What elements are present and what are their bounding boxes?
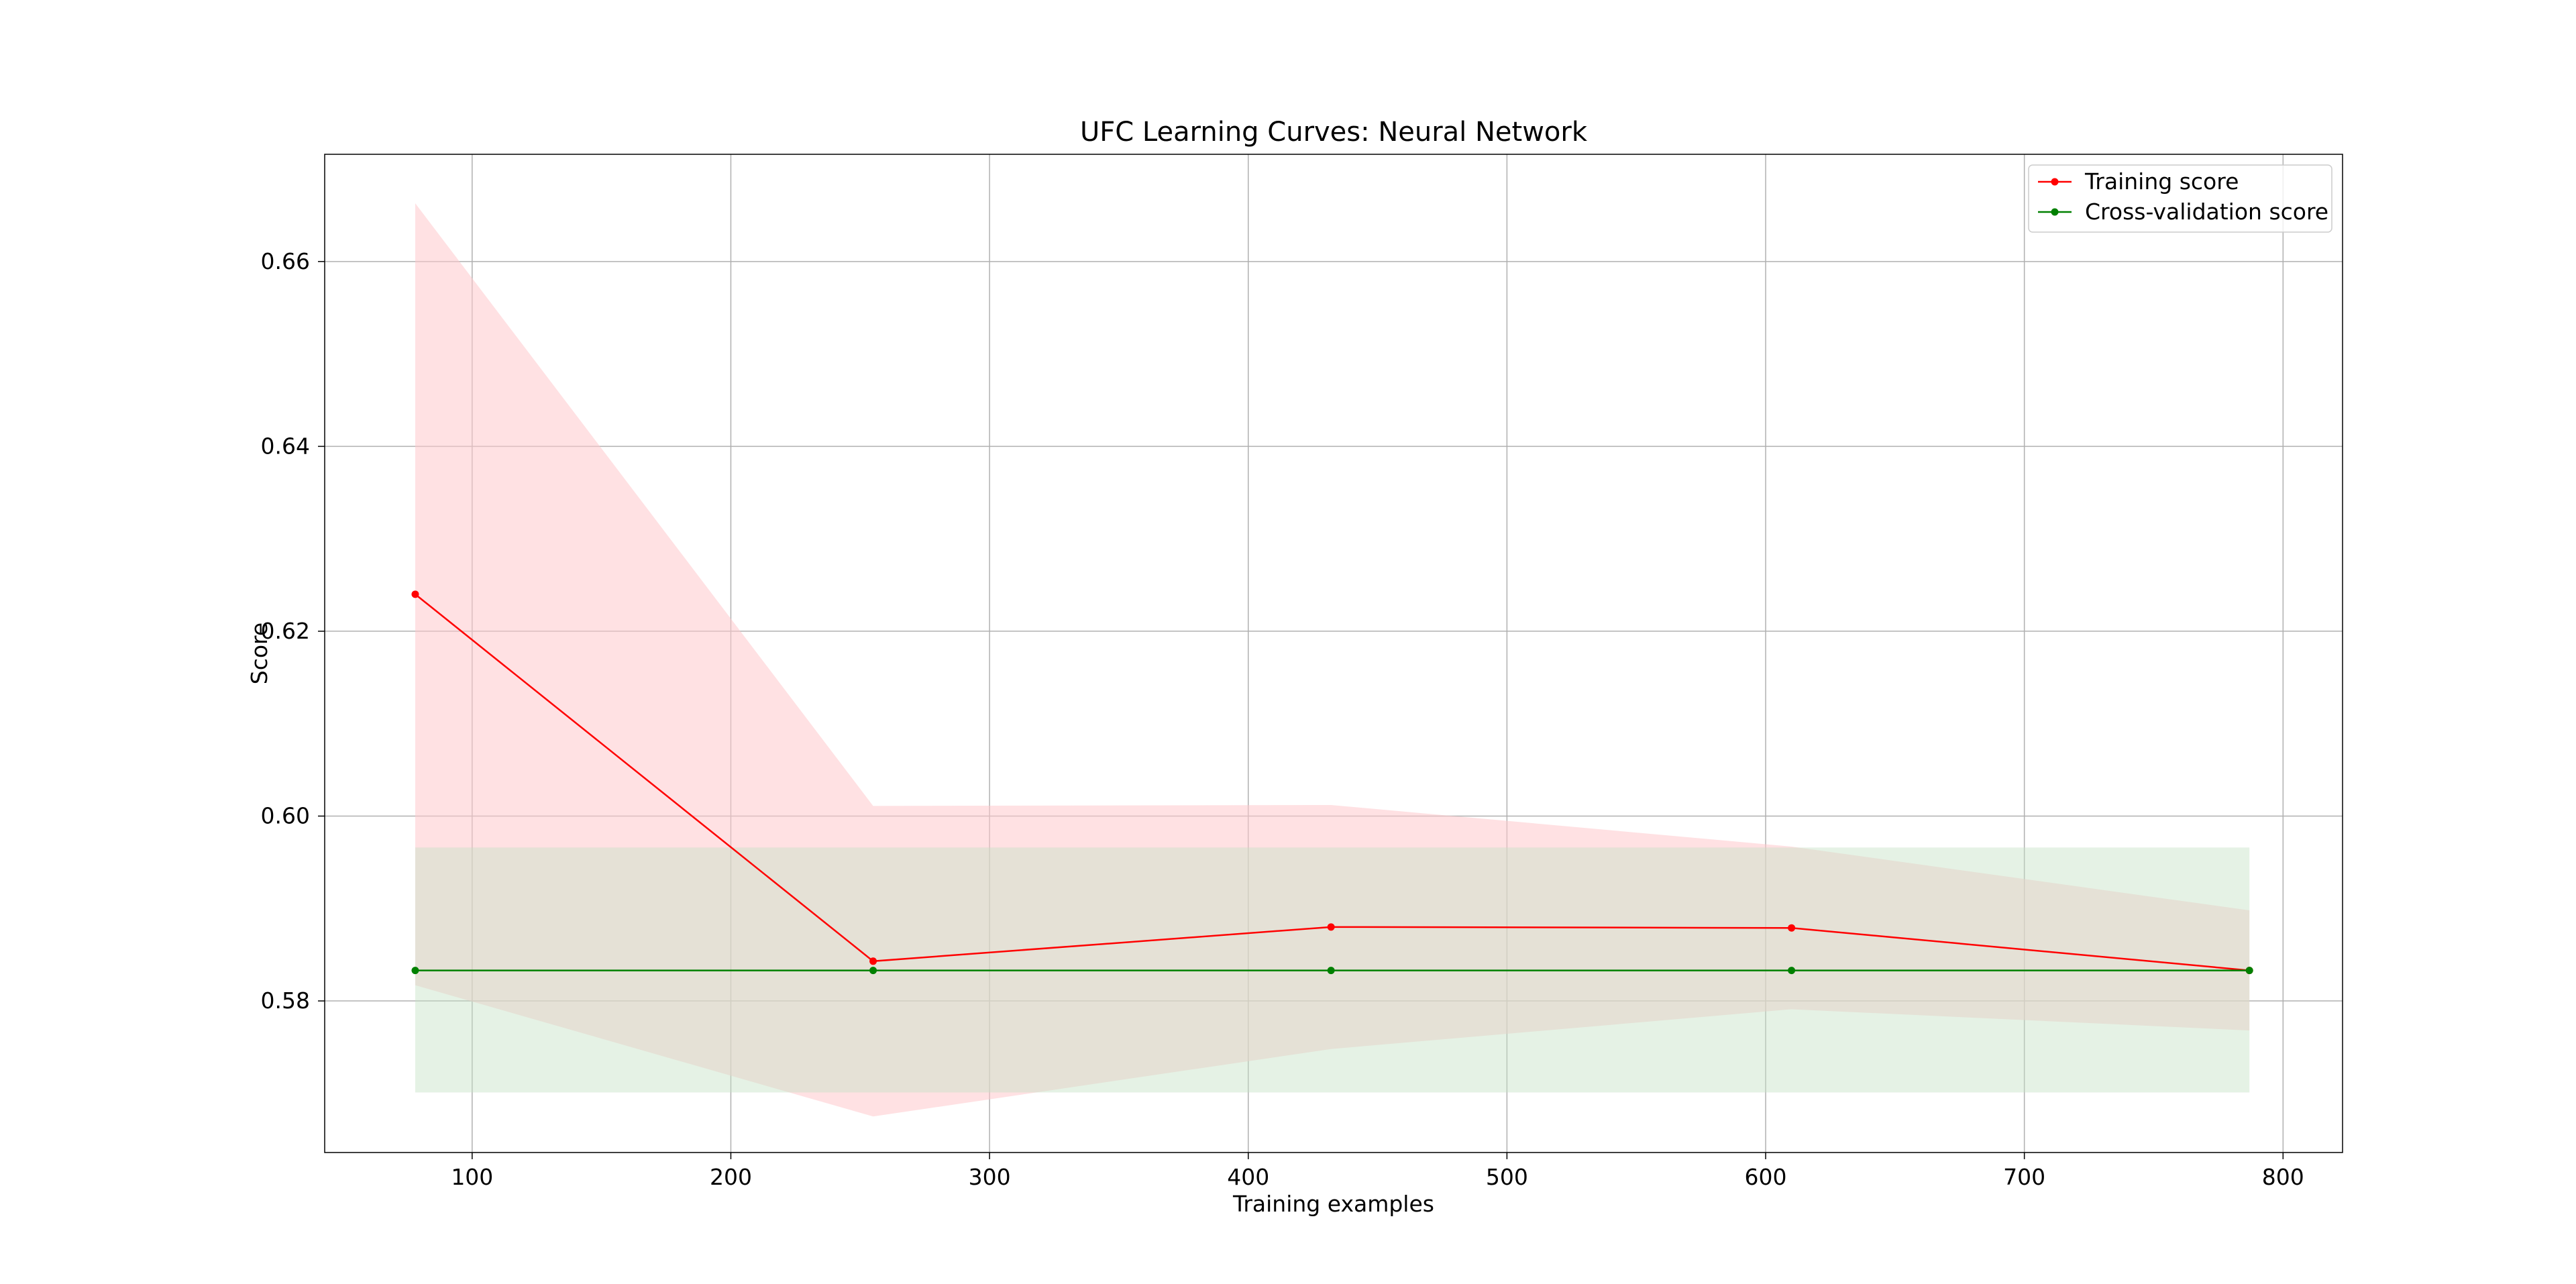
- legend: Training score Cross-validation score: [2028, 164, 2332, 233]
- point-training: [1788, 924, 1796, 932]
- point-cross-validation: [869, 967, 877, 975]
- x-axis-title: Training examples: [1232, 1191, 1434, 1217]
- x-tick-label: 100: [451, 1164, 493, 1190]
- legend-marker-cross-validation: [2051, 208, 2059, 216]
- legend-box: [2028, 164, 2332, 233]
- legend-label-training: Training score: [2084, 168, 2239, 195]
- x-tick-label: 500: [1486, 1164, 1528, 1190]
- y-tick-label: 0.58: [261, 987, 310, 1014]
- point-training: [411, 590, 419, 598]
- y-axis-title: Score: [246, 623, 272, 684]
- x-tick-label: 400: [1227, 1164, 1269, 1190]
- point-training: [869, 957, 877, 965]
- point-cross-validation: [2245, 967, 2253, 975]
- point-training: [1327, 923, 1335, 931]
- y-tick-label: 0.62: [261, 618, 310, 644]
- point-cross-validation: [1788, 967, 1796, 975]
- x-tick-label: 800: [2262, 1164, 2304, 1190]
- y-tick-label: 0.60: [261, 802, 310, 828]
- x-tick-label: 300: [969, 1164, 1011, 1190]
- x-tick-label: 600: [1745, 1164, 1787, 1190]
- y-tick-label: 0.64: [261, 433, 310, 459]
- plot-area-frame: [324, 154, 2343, 1153]
- series-markers: [411, 590, 2253, 975]
- y-tick-label: 0.66: [261, 248, 310, 274]
- chart-title: UFC Learning Curves: Neural Network: [1080, 117, 1588, 148]
- legend-label-cross-validation: Cross-validation score: [2085, 199, 2328, 225]
- legend-items: Training score Cross-validation score: [2038, 168, 2328, 225]
- axis-ticks: 100 200 300 400 500 600 700 800 0.58 0.60 0.62 0.64…: [261, 248, 2304, 1190]
- point-cross-validation: [411, 967, 419, 975]
- legend-marker-training: [2051, 178, 2059, 186]
- x-tick-label: 200: [710, 1164, 752, 1190]
- point-cross-validation: [1327, 967, 1335, 975]
- x-tick-label: 700: [2003, 1164, 2045, 1190]
- band-training: [415, 203, 2250, 1117]
